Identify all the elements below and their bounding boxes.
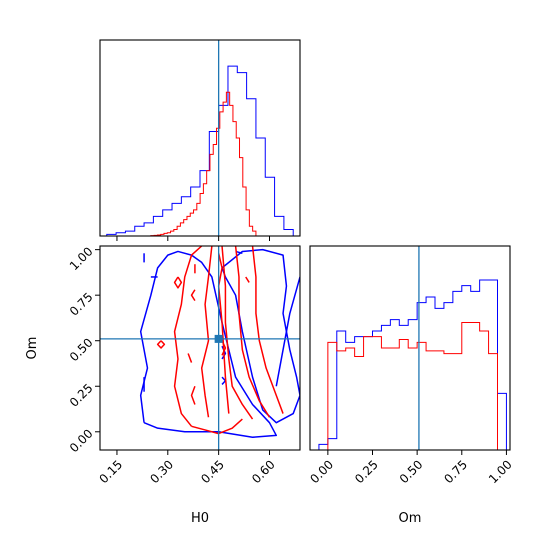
contour-line-series_a bbox=[275, 276, 300, 387]
om-axis-label-vertical: Om bbox=[25, 337, 40, 360]
contour-line-series_b bbox=[156, 340, 166, 349]
om-axis-label: Om bbox=[399, 511, 422, 526]
contour-line-series_b bbox=[190, 385, 196, 405]
top-panel-frame bbox=[99, 39, 301, 237]
om-tick-label: 0.00 bbox=[307, 457, 336, 486]
contour-line-series_a bbox=[221, 248, 300, 424]
contour-line-series_b bbox=[173, 246, 203, 427]
contour-line-series_b bbox=[221, 340, 227, 356]
om-tick-label: 0.25 bbox=[67, 381, 96, 410]
contour-line-series_a bbox=[139, 250, 278, 438]
om-tick-label: 0.00 bbox=[67, 426, 96, 455]
contour-line-series_b bbox=[173, 276, 183, 289]
om-tick-label: 1.00 bbox=[486, 457, 515, 486]
h0-tick-label: 0.30 bbox=[147, 457, 176, 486]
contour-line-series_b bbox=[200, 246, 213, 418]
contour-series bbox=[100, 246, 300, 450]
h0-histogram-series_b bbox=[150, 91, 257, 236]
om-histogram-series_a bbox=[318, 279, 507, 450]
h0-tick-label: 0.60 bbox=[249, 457, 278, 486]
truth-marker bbox=[214, 334, 223, 343]
h0-tick-label: 0.45 bbox=[198, 457, 227, 486]
om-tick-label: 0.50 bbox=[397, 457, 426, 486]
cont-panel-frame bbox=[99, 245, 301, 451]
om-tick-label: 0.25 bbox=[352, 457, 381, 486]
right-panel-frame bbox=[309, 245, 511, 451]
contour-line-series_b bbox=[221, 246, 254, 420]
om-tick-label: 0.75 bbox=[441, 457, 470, 486]
contour-line-series_b bbox=[245, 276, 250, 283]
om-marginal-series bbox=[318, 246, 507, 450]
h0-tick-label: 0.15 bbox=[96, 457, 125, 486]
contour-line-series_b bbox=[217, 253, 230, 414]
h0-axis-label: H0 bbox=[191, 511, 209, 526]
h0-histogram-series_a bbox=[106, 65, 294, 236]
contour-line-series_b bbox=[190, 289, 196, 302]
contour-line-series_b bbox=[251, 246, 284, 414]
om-tick-label: 0.75 bbox=[67, 290, 96, 319]
om-tick-label: 0.50 bbox=[67, 335, 96, 364]
om-tick-label: 1.00 bbox=[67, 244, 96, 273]
contour-line-series_b bbox=[234, 246, 271, 418]
om-histogram-series_b bbox=[318, 322, 507, 450]
contour-line-series_b bbox=[187, 353, 193, 363]
h0-marginal-series bbox=[106, 40, 294, 236]
